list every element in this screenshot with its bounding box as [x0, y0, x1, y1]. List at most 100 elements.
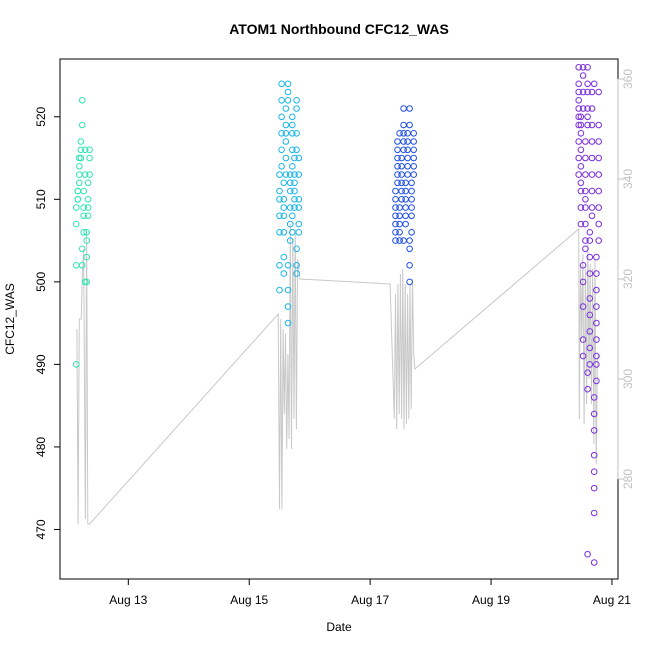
data-point — [295, 220, 303, 228]
data-point — [78, 97, 86, 104]
data-points — [73, 64, 603, 566]
data-point — [398, 187, 405, 195]
data-point — [83, 237, 90, 244]
data-point — [293, 245, 300, 253]
data-point — [406, 245, 413, 253]
data-point — [392, 212, 399, 220]
data-point — [392, 229, 399, 236]
data-point — [394, 171, 401, 178]
data-point — [278, 113, 285, 121]
data-point — [276, 187, 283, 195]
data-point — [588, 138, 596, 145]
y-tick-label: 480 — [34, 437, 48, 457]
data-point — [586, 253, 594, 261]
data-point — [293, 105, 300, 112]
x-tick-label: Aug 15 — [230, 593, 268, 607]
data-point — [280, 204, 288, 211]
data-point — [74, 187, 82, 195]
y-axis-right: 280 300 320 340 360 — [617, 69, 635, 489]
data-point — [586, 295, 594, 302]
data-point — [398, 179, 405, 187]
data-point — [289, 229, 296, 236]
data-point — [586, 344, 594, 352]
data-point — [575, 88, 583, 96]
data-point — [278, 80, 285, 88]
data-point — [282, 130, 290, 137]
x-tick-label: Aug 17 — [351, 593, 389, 607]
data-point — [291, 179, 298, 187]
data-point — [575, 138, 583, 145]
data-point — [593, 377, 600, 385]
data-point — [575, 154, 583, 162]
data-point — [86, 171, 93, 178]
data-point — [276, 212, 283, 220]
data-point — [579, 262, 587, 269]
data-point — [396, 229, 403, 236]
y2-tick-label: 360 — [621, 69, 635, 89]
data-point — [282, 154, 290, 162]
data-point — [590, 484, 598, 492]
data-point — [289, 113, 296, 121]
y-tick-label: 470 — [34, 519, 48, 539]
data-point — [289, 146, 296, 154]
data-point — [284, 80, 292, 88]
altitude-line — [76, 223, 600, 525]
data-point — [595, 204, 603, 211]
data-point — [295, 171, 303, 178]
data-point — [400, 105, 407, 112]
data-point — [291, 187, 298, 195]
y-axis-label: CFC12_WAS — [3, 283, 17, 355]
data-point — [402, 196, 409, 203]
data-point — [293, 146, 300, 154]
data-point — [577, 163, 585, 170]
data-point — [406, 237, 413, 244]
data-point — [577, 220, 585, 228]
data-point — [276, 262, 283, 269]
data-point — [584, 121, 591, 129]
data-point — [588, 204, 596, 211]
data-point — [590, 427, 598, 434]
data-point — [289, 163, 296, 170]
data-point — [76, 163, 83, 170]
data-point — [278, 146, 285, 154]
data-point — [575, 80, 583, 88]
data-point — [295, 154, 303, 162]
data-point — [588, 187, 596, 195]
data-point — [280, 270, 288, 277]
data-point — [293, 97, 300, 104]
data-point — [579, 64, 587, 71]
data-point — [400, 138, 407, 145]
data-point — [590, 451, 598, 459]
data-point — [406, 278, 413, 286]
data-point — [404, 171, 411, 178]
data-point — [398, 163, 405, 170]
data-point — [282, 121, 290, 129]
data-point — [579, 88, 587, 96]
data-point — [586, 237, 594, 244]
data-point — [586, 311, 594, 319]
data-point — [588, 212, 596, 220]
data-point — [575, 121, 583, 129]
data-point — [276, 229, 283, 236]
data-point — [81, 171, 89, 178]
data-point — [590, 468, 598, 476]
data-point — [595, 171, 603, 178]
data-point — [582, 138, 589, 145]
y-tick-label: 520 — [34, 106, 48, 126]
data-point — [402, 179, 409, 187]
data-point — [402, 212, 409, 220]
data-point — [291, 171, 298, 178]
data-point — [582, 204, 589, 211]
data-point — [80, 187, 87, 195]
data-point — [76, 171, 83, 178]
data-point — [582, 154, 589, 162]
data-point — [400, 237, 407, 244]
data-point — [595, 237, 603, 244]
data-point — [404, 163, 411, 170]
data-point — [590, 410, 598, 418]
data-point — [593, 253, 600, 261]
data-point — [408, 212, 415, 220]
data-point — [83, 229, 90, 236]
data-point — [410, 146, 418, 154]
data-point — [582, 237, 589, 244]
